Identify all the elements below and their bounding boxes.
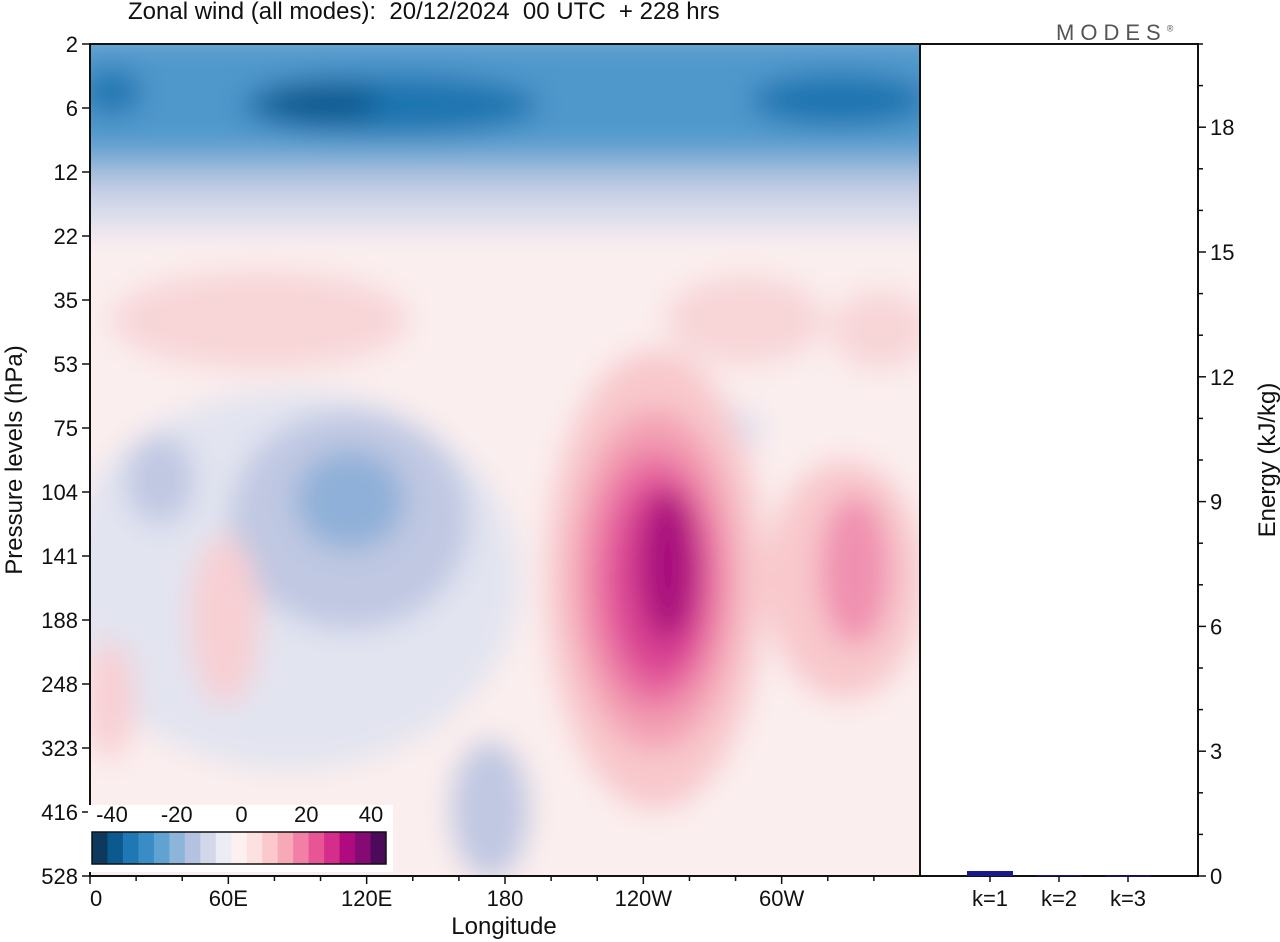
colorbar-label: -40: [96, 802, 128, 827]
colorbar-swatches: [92, 832, 387, 864]
energy-panel-frame: [919, 43, 1199, 877]
energy-tick-label: 6: [1210, 614, 1222, 639]
colorbar-swatch: [246, 832, 263, 864]
chart-title: Zonal wind (all modes): 20/12/2024 00 UT…: [128, 0, 720, 25]
pressure-tick-label: 248: [41, 672, 78, 697]
pressure-tick-label: 141: [41, 544, 78, 569]
colorbar-swatch: [215, 832, 232, 864]
colorbar-swatch: [339, 832, 356, 864]
energy-bar: [1036, 875, 1082, 877]
mode-tick-label: k=1: [972, 886, 1008, 911]
energy-axis-title: Energy (kJ/kg): [1254, 383, 1280, 538]
modes-logo: MODES®: [1056, 20, 1173, 46]
longitude-tick-label: 60W: [759, 886, 804, 911]
energy-tick-label: 18: [1210, 115, 1234, 140]
mode-tick-label: k=3: [1110, 886, 1146, 911]
colorbar-swatch: [169, 832, 186, 864]
colorbar-label: 20: [294, 802, 318, 827]
zonal-wind-heatmap: [90, 44, 920, 876]
mode-axis: k=1 k=2 k=3: [972, 876, 1146, 911]
colorbar-swatch: [324, 832, 341, 864]
colorbar-swatch: [308, 832, 325, 864]
pressure-tick-label: 12: [54, 160, 78, 185]
colorbar-swatch: [355, 832, 372, 864]
colorbar-swatch: [231, 832, 248, 864]
colorbar-swatch: [293, 832, 310, 864]
pressure-tick-label: 22: [54, 224, 78, 249]
colorbar-swatch: [200, 832, 217, 864]
registered-mark: ®: [1166, 23, 1174, 34]
pressure-tick-label: 188: [41, 608, 78, 633]
pressure-tick-label: 53: [54, 352, 78, 377]
pressure-tick-label: 104: [41, 480, 78, 505]
energy-bar: [967, 871, 1013, 876]
longitude-axis: 0 60E 120E 180 120W 60W: [89, 876, 875, 911]
mode-tick-label: k=2: [1041, 886, 1077, 911]
pressure-tick-label: 2: [66, 32, 78, 57]
colorbar-swatch: [153, 832, 170, 864]
pressure-tick-label: 323: [41, 736, 78, 761]
y-axis-title: Pressure levels (hPa): [1, 345, 28, 574]
energy-tick-label: 9: [1210, 490, 1222, 515]
pressure-tick-label: 6: [66, 96, 78, 121]
colorbar-swatch: [277, 832, 294, 864]
logo-text: MODES: [1056, 20, 1167, 45]
x-axis-title: Longitude: [451, 913, 556, 940]
longitude-tick-label: 120W: [615, 886, 673, 911]
energy-tick-label: 0: [1210, 864, 1222, 889]
colorbar-swatch: [122, 832, 139, 864]
pressure-tick-label: 416: [41, 800, 78, 825]
colorbar-swatch: [184, 832, 201, 864]
pressure-tick-label: 35: [54, 288, 78, 313]
energy-tick-label: 3: [1210, 739, 1222, 764]
energy-tick-label: 15: [1210, 240, 1234, 265]
colorbar-swatch: [107, 832, 124, 864]
pressure-axis: 2 6 12 22 35 53 75 104 141 188 248 323 416 528: [41, 32, 90, 889]
colorbar-label: 40: [359, 802, 383, 827]
pressure-tick-label: 528: [41, 864, 78, 889]
colorbar-label: -20: [161, 802, 193, 827]
longitude-tick-label: 60E: [209, 886, 248, 911]
pressure-tick-label: 75: [54, 416, 78, 441]
colorbar-labels: -40 -20 0 20 40: [96, 802, 383, 827]
colorbar-swatch: [138, 832, 155, 864]
colorbar-swatch: [92, 832, 108, 864]
energy-axis: 0 3 6 9 12 15 18: [1198, 43, 1234, 889]
colorbar-swatch: [262, 832, 279, 864]
energy-tick-label: 12: [1210, 365, 1234, 390]
colorbar: -40 -20 0 20 40: [88, 802, 393, 872]
longitude-tick-label: 0: [90, 886, 102, 911]
colorbar-swatch: [370, 832, 387, 864]
colorbar-label: 0: [235, 802, 247, 827]
longitude-tick-label: 180: [487, 886, 524, 911]
longitude-tick-label: 120E: [341, 886, 392, 911]
